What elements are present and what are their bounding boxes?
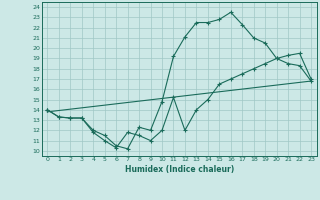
- X-axis label: Humidex (Indice chaleur): Humidex (Indice chaleur): [124, 165, 234, 174]
